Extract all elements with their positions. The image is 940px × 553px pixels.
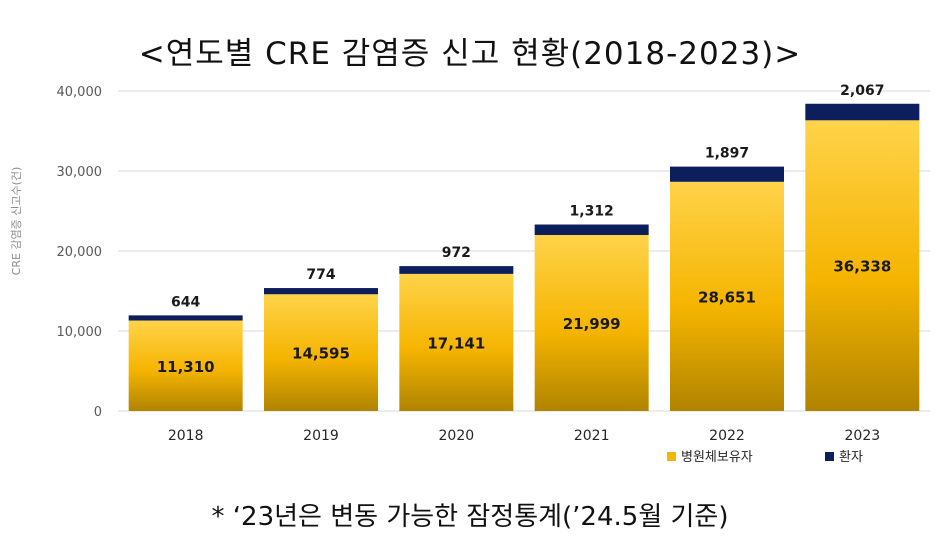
y-axis-ticks: 0 10,000 20,000 30,000 40,000 [57, 85, 103, 420]
bar-patient-2023 [805, 103, 920, 121]
chart-title: <연도별 CRE 감염증 신고 현황(2018-2023)> [138, 36, 802, 72]
bar-carrier-2021 [534, 235, 649, 411]
data-label-carrier: 21,999 [563, 315, 621, 333]
bar-patient-2018 [128, 315, 243, 321]
data-label-carrier: 36,338 [833, 258, 891, 276]
x-tick-label: 2019 [303, 428, 339, 444]
data-label-patient: 1,312 [570, 204, 614, 220]
data-label-patient: 774 [306, 267, 335, 283]
bars [128, 103, 920, 412]
bar-carrier-2020 [399, 273, 514, 411]
data-label-carrier: 17,141 [427, 334, 485, 352]
bar-patient-2019 [264, 288, 378, 295]
y-axis-label: CRE 감염증 신고수(건) [10, 167, 23, 276]
footnote: * ‘23년은 변동 가능한 잠정통계(’24.5월 기준) [211, 502, 729, 532]
bar-carrier-2022 [670, 181, 784, 411]
legend-label-patient: 환자 [839, 450, 863, 465]
legend-swatch-carrier [667, 452, 676, 461]
data-label-patient: 972 [442, 245, 471, 261]
y-tick-label: 20,000 [57, 245, 103, 260]
x-axis-ticks: 2018 2019 2020 2021 2022 2023 [168, 428, 880, 444]
bar-patient-2020 [399, 266, 514, 274]
x-tick-label: 2018 [168, 428, 204, 444]
bar-carrier-2023 [805, 120, 920, 412]
bar-carrier-2019 [264, 294, 378, 411]
data-label-carrier: 11,310 [157, 358, 215, 376]
legend: 병원체보유자 환자 [667, 450, 863, 465]
bar-patient-2021 [534, 224, 649, 236]
y-tick-label: 10,000 [57, 325, 103, 340]
gridlines [118, 90, 930, 412]
x-tick-label: 2021 [574, 428, 610, 444]
y-tick-label: 0 [94, 405, 102, 420]
data-label-patient: 644 [171, 294, 200, 310]
bar-carrier-2018 [128, 320, 243, 411]
data-label-patient: 2,067 [840, 83, 884, 99]
x-tick-label: 2020 [439, 428, 475, 444]
data-labels: 11,310 644 14,595 774 17,141 972 21,999 1,312 28… [157, 83, 892, 376]
x-tick-label: 2022 [709, 428, 745, 444]
y-tick-label: 30,000 [57, 165, 103, 180]
legend-label-carrier: 병원체보유자 [681, 450, 753, 465]
legend-swatch-patient [825, 452, 834, 461]
data-label-carrier: 28,651 [698, 288, 756, 306]
y-tick-label: 40,000 [57, 85, 103, 100]
bar-patient-2022 [670, 166, 784, 182]
x-tick-label: 2023 [845, 428, 881, 444]
data-label-carrier: 14,595 [292, 345, 350, 363]
data-label-patient: 1,897 [705, 146, 749, 162]
